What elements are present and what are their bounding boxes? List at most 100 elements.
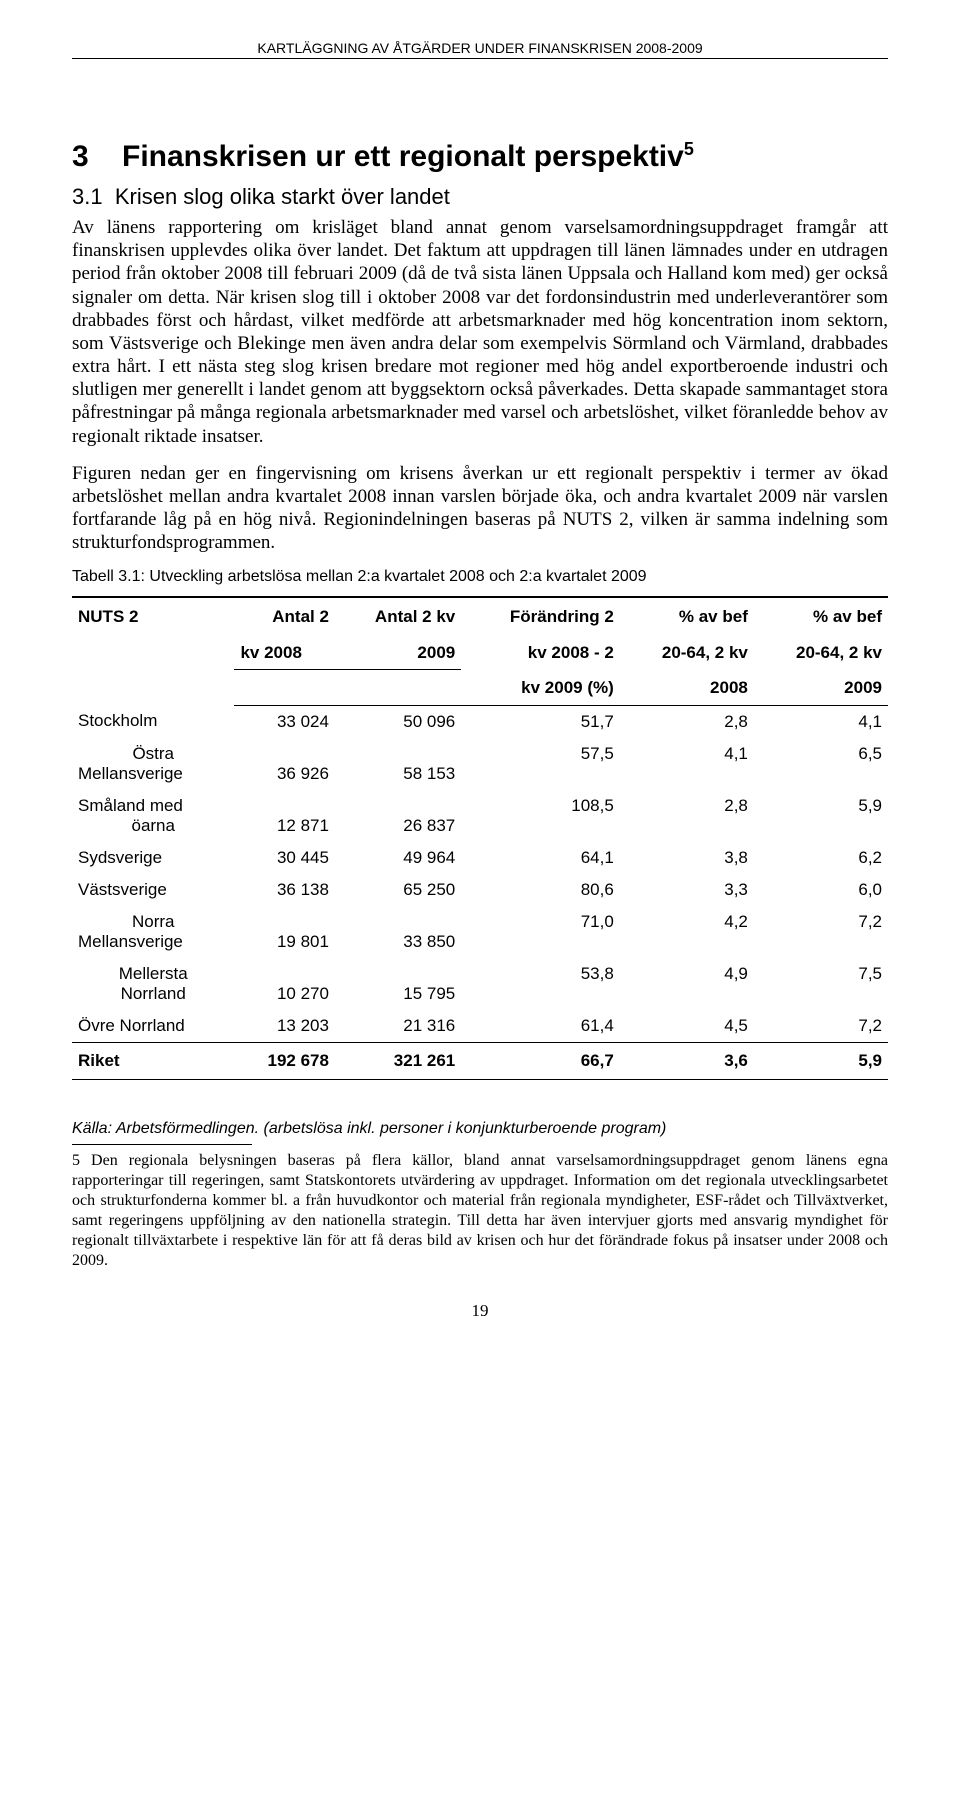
cell: 36 138 — [234, 874, 334, 906]
col-pct-2008-l3: 2008 — [620, 669, 754, 705]
cell: 12 871 — [234, 816, 334, 842]
cell: 26 837 — [335, 816, 461, 842]
cell: 4,5 — [620, 1010, 754, 1043]
col-antal-2009-l2: 2009 — [335, 634, 461, 670]
cell: 7,2 — [754, 1010, 888, 1043]
cell-region: Riket — [72, 1042, 234, 1079]
cell: 64,1 — [461, 842, 620, 874]
cell: 15 795 — [335, 984, 461, 1010]
table-row: öarna 12 871 26 837 — [72, 816, 888, 842]
cell: 66,7 — [461, 1042, 620, 1079]
cell: 71,0 — [461, 906, 620, 932]
cell: 19 801 — [234, 932, 334, 958]
col-antal-2009-l1: Antal 2 kv — [335, 597, 461, 633]
data-table: NUTS 2 Antal 2 Antal 2 kv Förändring 2 %… — [72, 596, 888, 1079]
table-caption: Tabell 3.1: Utveckling arbetslösa mellan… — [72, 568, 888, 586]
cell-region: Övre Norrland — [72, 1010, 234, 1043]
cell: 33 024 — [234, 705, 334, 738]
cell: 53,8 — [461, 958, 620, 984]
cell-region: öarna — [72, 816, 234, 842]
cell: 4,1 — [754, 705, 888, 738]
cell: 192 678 — [234, 1042, 334, 1079]
table-row: Mellansverige 36 926 58 153 — [72, 764, 888, 790]
cell: 51,7 — [461, 705, 620, 738]
cell: 30 445 — [234, 842, 334, 874]
cell: 7,5 — [754, 958, 888, 984]
cell: 5,9 — [754, 1042, 888, 1079]
cell: 49 964 — [335, 842, 461, 874]
cell: 108,5 — [461, 790, 620, 816]
table-row: Mellansverige 19 801 33 850 — [72, 932, 888, 958]
footnote-separator — [72, 1144, 252, 1145]
cell: 50 096 — [335, 705, 461, 738]
section-title: 3Finanskrisen ur ett regionalt perspekti… — [72, 139, 888, 174]
cell: 3,3 — [620, 874, 754, 906]
table-row: Stockholm 33 024 50 096 51,7 2,8 4,1 — [72, 705, 888, 738]
cell: 80,6 — [461, 874, 620, 906]
table-row: Småland med 108,5 2,8 5,9 — [72, 790, 888, 816]
footnote-marker: 5 — [684, 139, 694, 159]
cell-region: Västsverige — [72, 874, 234, 906]
cell-region: Sydsverige — [72, 842, 234, 874]
cell-region: Mellansverige — [72, 764, 234, 790]
cell: 3,8 — [620, 842, 754, 874]
col-pct-2008-l1: % av bef — [620, 597, 754, 633]
section-title-text: Finanskrisen ur ett regionalt perspektiv — [122, 140, 684, 173]
col-forandring-l3: kv 2009 (%) — [461, 669, 620, 705]
cell: 3,6 — [620, 1042, 754, 1079]
cell: 61,4 — [461, 1010, 620, 1043]
cell-region-pre: Mellersta — [72, 958, 234, 984]
col-pct-2008-l2: 20-64, 2 kv — [620, 634, 754, 670]
table-totals-row: Riket 192 678 321 261 66,7 3,6 5,9 — [72, 1042, 888, 1079]
table-row: Sydsverige 30 445 49 964 64,1 3,8 6,2 — [72, 842, 888, 874]
cell: 5,9 — [754, 790, 888, 816]
subsection-number: 3.1 — [72, 184, 103, 209]
cell: 7,2 — [754, 906, 888, 932]
cell: 10 270 — [234, 984, 334, 1010]
col-nuts2: NUTS 2 — [72, 597, 234, 705]
table-row: Västsverige 36 138 65 250 80,6 3,3 6,0 — [72, 874, 888, 906]
table-body: Stockholm 33 024 50 096 51,7 2,8 4,1 Öst… — [72, 705, 888, 1079]
cell: 36 926 — [234, 764, 334, 790]
subsection-title: 3.1 Krisen slog olika starkt över landet — [72, 184, 888, 210]
body-paragraph-2: Figuren nedan ger en fingervisning om kr… — [72, 462, 888, 555]
col-pct-2009-l2: 20-64, 2 kv — [754, 634, 888, 670]
table-row: Östra 57,5 4,1 6,5 — [72, 738, 888, 764]
cell: 65 250 — [335, 874, 461, 906]
table-row: Övre Norrland 13 203 21 316 61,4 4,5 7,2 — [72, 1010, 888, 1043]
cell-region: Stockholm — [72, 705, 234, 738]
col-antal-2008-l2: kv 2008 — [234, 634, 334, 670]
cell: 57,5 — [461, 738, 620, 764]
subsection-title-text: Krisen slog olika starkt över landet — [115, 184, 450, 209]
cell-region-pre: Östra — [72, 738, 234, 764]
cell: 21 316 — [335, 1010, 461, 1043]
col-antal-2008-l1: Antal 2 — [234, 597, 334, 633]
col-forandring-l1: Förändring 2 — [461, 597, 620, 633]
cell-region: Norrland — [72, 984, 234, 1010]
cell: 6,2 — [754, 842, 888, 874]
section-number: 3 — [72, 140, 122, 174]
col-pct-2009-l1: % av bef — [754, 597, 888, 633]
running-header: KARTLÄGGNING AV ÅTGÄRDER UNDER FINANSKRI… — [72, 40, 888, 59]
cell: 4,2 — [620, 906, 754, 932]
col-pct-2009-l3: 2009 — [754, 669, 888, 705]
source-line: Källa: Arbetsförmedlingen. (arbetslösa i… — [72, 1120, 888, 1138]
table-header: NUTS 2 Antal 2 Antal 2 kv Förändring 2 %… — [72, 597, 888, 705]
cell: 2,8 — [620, 705, 754, 738]
cell: 2,8 — [620, 790, 754, 816]
table-row: Norra 71,0 4,2 7,2 — [72, 906, 888, 932]
cell-region: Mellansverige — [72, 932, 234, 958]
table-row: Mellersta 53,8 4,9 7,5 — [72, 958, 888, 984]
footnote-text: 5 Den regionala belysningen baseras på f… — [72, 1151, 888, 1271]
page-number: 19 — [72, 1301, 888, 1321]
body-paragraph-1: Av länens rapportering om krisläget blan… — [72, 216, 888, 448]
table-row: Norrland 10 270 15 795 — [72, 984, 888, 1010]
cell: 6,5 — [754, 738, 888, 764]
cell: 33 850 — [335, 932, 461, 958]
cell-region-pre: Småland med — [72, 790, 234, 816]
cell: 6,0 — [754, 874, 888, 906]
cell: 4,1 — [620, 738, 754, 764]
cell: 13 203 — [234, 1010, 334, 1043]
col-forandring-l2: kv 2008 - 2 — [461, 634, 620, 670]
cell: 4,9 — [620, 958, 754, 984]
